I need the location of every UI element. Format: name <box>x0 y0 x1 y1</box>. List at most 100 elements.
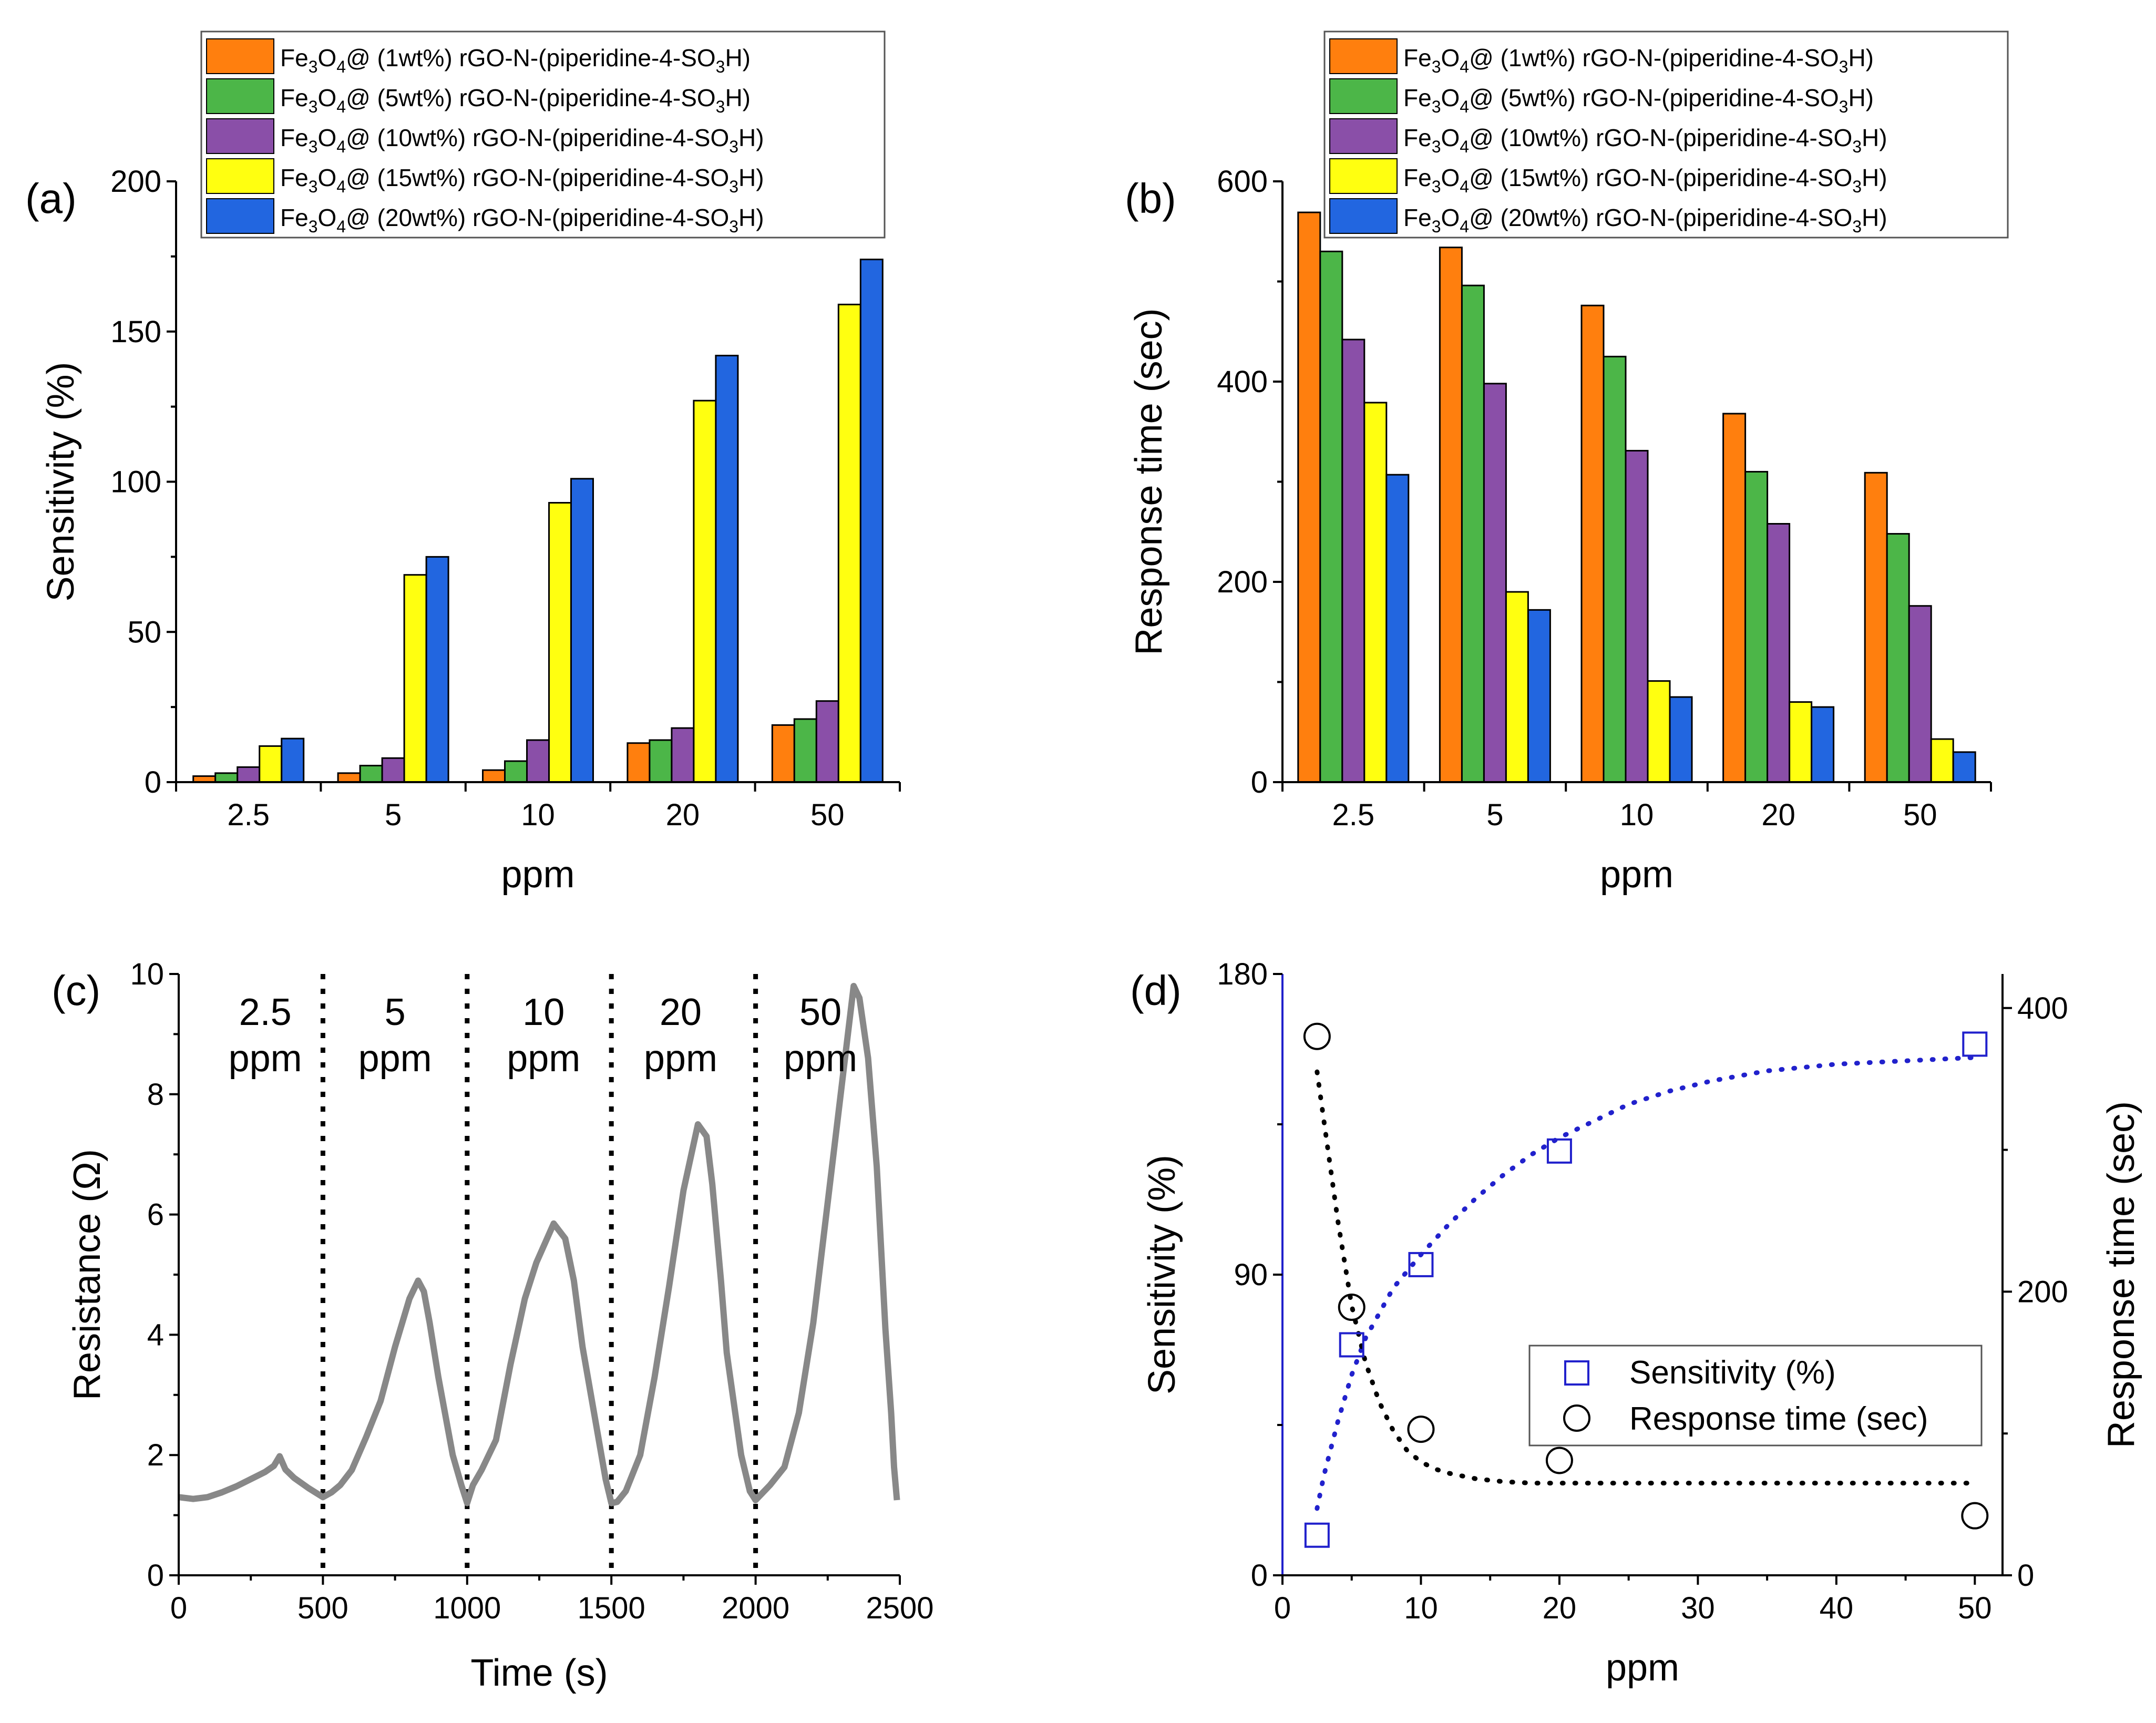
legend-label-part: 3 <box>1432 97 1441 116</box>
legend-label-part: Fe <box>280 124 309 151</box>
y-tick-label: 100 <box>110 465 161 499</box>
y-tick-label: 200 <box>110 165 161 199</box>
legend-label-part: H) <box>725 44 751 71</box>
legend-label-part: Fe <box>280 164 309 191</box>
legend-label-part: Fe <box>1403 124 1432 151</box>
legend-circle-marker <box>1563 1404 1590 1432</box>
x-tick-label: 20 <box>1761 798 1795 832</box>
legend-label: Fe3O4@ (1wt%) rGO-N-(piperidine-4-SO3H) <box>280 44 751 76</box>
legend-label-part: H) <box>738 204 764 231</box>
legend-label-part: @ (1wt%) rGO-N-(piperidine-4-SO <box>346 44 716 71</box>
bar <box>526 739 550 783</box>
legend-label-part: H) <box>1862 204 1887 231</box>
legend-label-part: @ (5wt%) rGO-N-(piperidine-4-SO <box>346 84 716 111</box>
legend-swatch <box>1329 198 1398 234</box>
legend-label: Response time (sec) <box>1629 1401 1928 1437</box>
legend-label-part: O <box>1441 44 1460 71</box>
y-axis-title: Resistance (Ω) <box>66 1149 108 1400</box>
legend-label-part: 3 <box>1839 57 1849 76</box>
legend-swatch <box>206 38 274 74</box>
legend-label: Fe3O4@ (5wt%) rGO-N-(piperidine-4-SO3H) <box>1403 84 1874 116</box>
response-point <box>1303 1022 1331 1050</box>
legend-label: Fe3O4@ (20wt%) rGO-N-(piperidine-4-SO3H) <box>280 204 764 236</box>
y-tick-label: 2 <box>147 1438 164 1472</box>
bar <box>793 718 817 783</box>
legend-label-part: Fe <box>1403 84 1432 111</box>
bar <box>1647 680 1671 783</box>
concentration-label: ppm <box>507 1038 580 1080</box>
concentration-label: ppm <box>229 1038 302 1080</box>
legend-label-part: 3 <box>309 57 318 76</box>
sensitivity-point <box>1408 1252 1434 1277</box>
bar <box>359 765 383 783</box>
x-tick-label: 2000 <box>722 1591 789 1625</box>
legend-label-part: Fe <box>280 204 309 231</box>
bar <box>1461 284 1485 783</box>
concentration-label: 20 <box>660 991 702 1033</box>
legend-label-part: O <box>317 204 336 231</box>
legend-label-part: H) <box>1848 44 1874 71</box>
x-tick-label: 2.5 <box>1332 798 1374 832</box>
x-tick-label: 20 <box>1543 1591 1577 1625</box>
y-tick-label: 0 <box>145 765 161 799</box>
y-tick-label: 8 <box>147 1078 164 1112</box>
legend-label-part: @ (20wt%) rGO-N-(piperidine-4-SO <box>346 204 729 231</box>
x-axis-title: ppm <box>1606 1647 1679 1689</box>
x-tick-label: 1500 <box>578 1591 645 1625</box>
legend-label-part: 3 <box>1839 97 1849 116</box>
x-tick-label: 50 <box>810 798 845 832</box>
right-y-tick-label: 200 <box>2017 1275 2068 1309</box>
legend-label-part: H) <box>738 164 764 191</box>
y-axis-title: Response time (sec) <box>1128 308 1170 655</box>
legend-label-part: O <box>317 164 336 191</box>
resistance-line <box>178 982 900 1506</box>
legend-label: Fe3O4@ (1wt%) rGO-N-(piperidine-4-SO3H) <box>1403 44 1874 76</box>
x-tick-label: 5 <box>385 798 402 832</box>
y-tick-label: 0 <box>147 1558 164 1593</box>
sensitivity-point <box>1339 1332 1364 1358</box>
legend-label-part: @ (15wt%) rGO-N-(piperidine-4-SO <box>1469 164 1852 191</box>
x-tick-label: 2.5 <box>227 798 270 832</box>
bar <box>1952 751 1976 783</box>
response-point <box>1961 1502 1989 1530</box>
bar <box>1363 402 1388 783</box>
legend-label-part: 4 <box>1460 57 1469 76</box>
bar <box>259 745 283 783</box>
legend-label-part: 3 <box>1432 177 1441 196</box>
legend: Fe3O4@ (1wt%) rGO-N-(piperidine-4-SO3H)F… <box>200 30 886 239</box>
legend-label-part: H) <box>1862 124 1887 151</box>
concentration-label: 50 <box>799 991 841 1033</box>
legend-label: Fe3O4@ (15wt%) rGO-N-(piperidine-4-SO3H) <box>280 164 764 196</box>
bar <box>1722 413 1747 783</box>
y-tick-label: 6 <box>147 1198 164 1232</box>
legend-label: Sensitivity (%) <box>1629 1355 1836 1391</box>
y-tick-label: 4 <box>147 1318 164 1352</box>
x-tick-label: 10 <box>1404 1591 1438 1625</box>
legend-label-part: 3 <box>309 177 318 196</box>
sensitivity-point <box>1962 1031 1988 1057</box>
bar <box>1930 738 1954 783</box>
bar <box>504 760 528 783</box>
concentration-label: 2.5 <box>239 991 292 1033</box>
legend-label-part: 3 <box>729 177 738 196</box>
bar <box>1439 247 1463 783</box>
y-tick-label: 150 <box>110 315 161 349</box>
legend-label-part: O <box>317 124 336 151</box>
legend-label-part: 3 <box>309 97 318 116</box>
legend: Fe3O4@ (1wt%) rGO-N-(piperidine-4-SO3H)F… <box>1323 30 2009 239</box>
legend-label-part: H) <box>725 84 751 111</box>
legend-label-part: Fe <box>1403 204 1432 231</box>
bar <box>1580 304 1605 783</box>
legend-swatch <box>1329 78 1398 114</box>
legend-label-part: Fe <box>280 44 309 71</box>
response-fit-line <box>1315 1069 1977 1486</box>
legend: Sensitivity (%) Response time (sec) <box>1528 1345 1983 1447</box>
bar <box>1789 701 1813 783</box>
legend-swatch <box>1329 38 1398 74</box>
sensitivity-fit-line <box>1315 1055 1977 1511</box>
legend-label-part: @ (5wt%) rGO-N-(piperidine-4-SO <box>1469 84 1839 111</box>
legend-label: Fe3O4@ (10wt%) rGO-N-(piperidine-4-SO3H) <box>1403 124 1887 156</box>
legend-label-part: O <box>1441 84 1460 111</box>
right-y-tick-label: 400 <box>2017 991 2068 1025</box>
legend-label-part: O <box>1441 124 1460 151</box>
